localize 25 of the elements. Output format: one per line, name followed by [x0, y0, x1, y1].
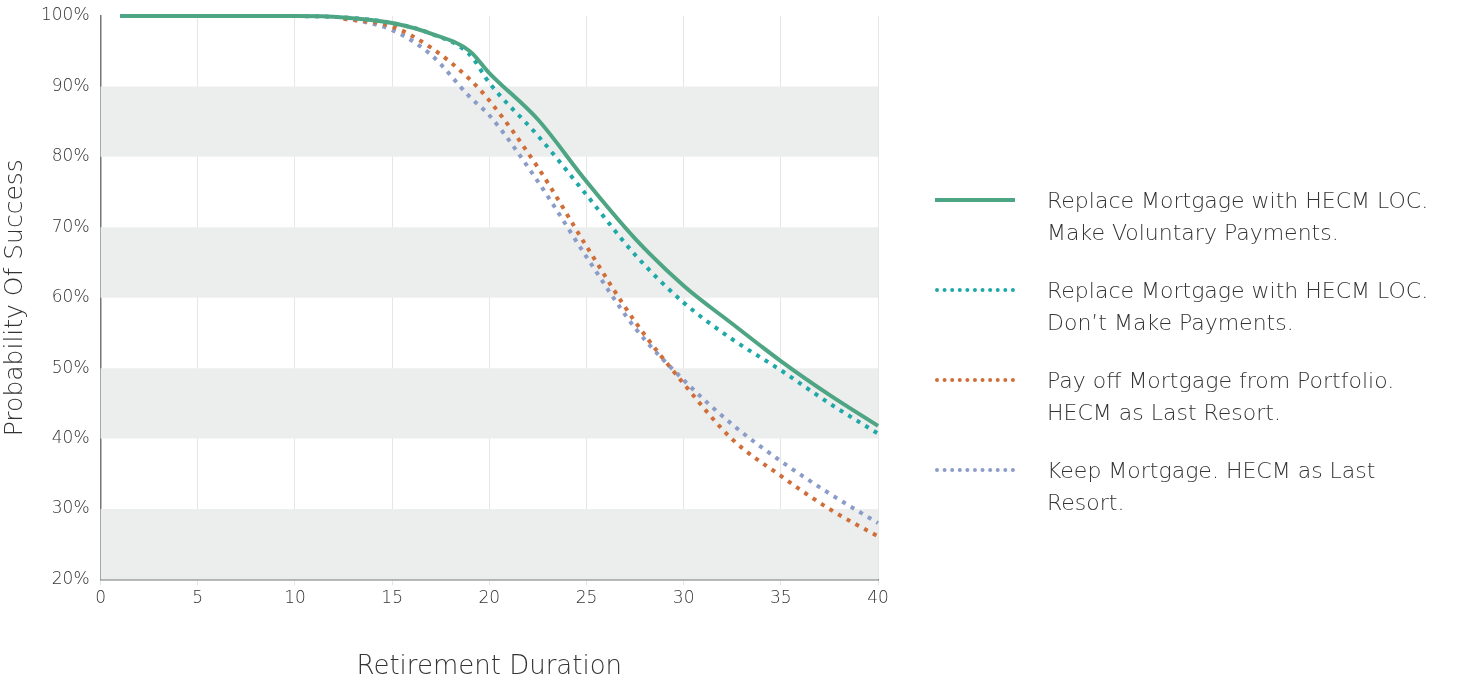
y-tick-label: 80% — [51, 145, 90, 166]
y-tick-label: 20% — [51, 567, 90, 588]
x-tick-label: 30 — [672, 587, 695, 608]
x-tick-label: 15 — [381, 587, 403, 608]
y-axis-title: Probability Of Success — [0, 159, 28, 437]
x-tick-label: 20 — [478, 587, 501, 608]
x-tick-label: 0 — [95, 587, 107, 608]
legend-label: Keep Mortgage. HECM as Last Resort. — [1047, 457, 1377, 517]
y-tick-label: 70% — [51, 215, 90, 236]
y-tick-label: 30% — [51, 497, 90, 518]
x-axis-title: Retirement Duration — [356, 650, 623, 681]
y-tick-label: 100% — [40, 4, 90, 25]
legend-label: Pay off Mortgage from Portfolio. HECM as Last Resort. — [1047, 367, 1396, 427]
x-tick-label: 10 — [284, 587, 306, 608]
y-tick-label: 50% — [51, 356, 90, 377]
y-tick-label: 40% — [51, 426, 90, 447]
legend-label: Replace Mortgage with HECM LOC. Make Voluntary Payments. — [1047, 187, 1430, 247]
y-tick-label: 90% — [51, 74, 90, 95]
x-tick-label: 5 — [192, 587, 204, 608]
x-tick-label: 25 — [575, 587, 598, 608]
y-tick-label: 60% — [51, 286, 90, 307]
legend-label: Replace Mortgage with HECM LOC. Don’t Make Payments. — [1047, 277, 1430, 337]
line-series — [118, 14, 880, 428]
x-tick-label: 35 — [770, 587, 792, 608]
x-tick-label: 40 — [867, 587, 889, 608]
